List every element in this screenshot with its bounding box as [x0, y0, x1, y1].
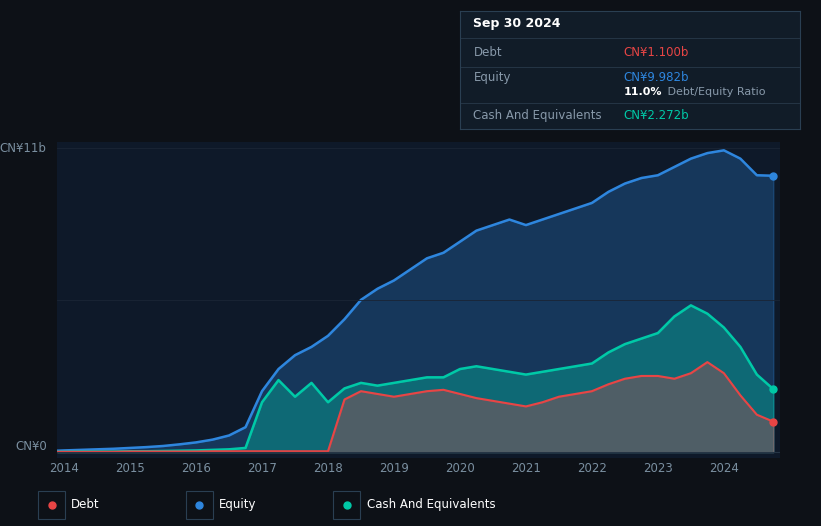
Text: Equity: Equity — [219, 499, 256, 511]
Text: CN¥1.100b: CN¥1.100b — [623, 46, 689, 59]
Text: Cash And Equivalents: Cash And Equivalents — [474, 109, 602, 122]
FancyBboxPatch shape — [333, 491, 360, 519]
Text: Cash And Equivalents: Cash And Equivalents — [367, 499, 495, 511]
Text: Sep 30 2024: Sep 30 2024 — [474, 17, 561, 30]
FancyBboxPatch shape — [38, 491, 65, 519]
Text: Debt: Debt — [474, 46, 502, 59]
Text: Equity: Equity — [474, 72, 511, 85]
Text: Debt: Debt — [71, 499, 100, 511]
Text: CN¥0: CN¥0 — [15, 440, 47, 453]
Text: CN¥9.982b: CN¥9.982b — [623, 72, 689, 85]
FancyBboxPatch shape — [186, 491, 213, 519]
Text: CN¥11b: CN¥11b — [0, 142, 47, 155]
Text: 11.0%: 11.0% — [623, 87, 662, 97]
Text: CN¥2.272b: CN¥2.272b — [623, 109, 689, 122]
Text: Debt/Equity Ratio: Debt/Equity Ratio — [664, 87, 766, 97]
